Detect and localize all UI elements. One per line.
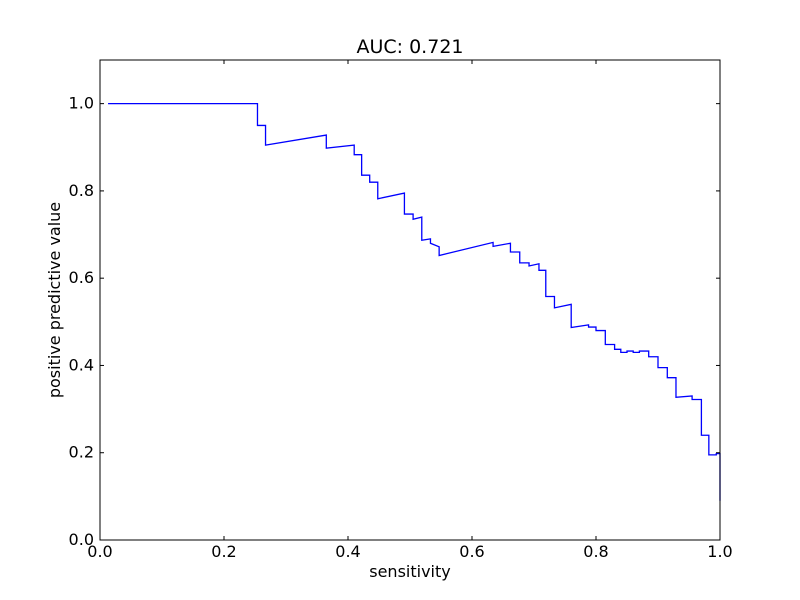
x-axis-label: sensitivity bbox=[369, 562, 450, 581]
x-tick-label: 1.0 bbox=[707, 542, 732, 561]
x-tick-label: 0.0 bbox=[87, 542, 112, 561]
y-tick-label: 1.0 bbox=[69, 94, 94, 113]
x-tick-label: 0.6 bbox=[459, 542, 484, 561]
plot-area bbox=[108, 102, 721, 501]
y-tick-label: 0.0 bbox=[69, 530, 94, 549]
y-tick-label: 0.2 bbox=[69, 443, 94, 462]
chart-title: AUC: 0.721 bbox=[356, 36, 463, 58]
x-tick-label: 0.8 bbox=[583, 542, 608, 561]
y-tick-label: 0.6 bbox=[69, 268, 94, 287]
y-axis-label: positive predictive value bbox=[45, 202, 64, 398]
y-tick-label: 0.4 bbox=[69, 355, 94, 374]
x-tick-label: 0.2 bbox=[211, 542, 236, 561]
y-axis: 0.0 0.2 0.4 0.6 0.8 1.0 bbox=[69, 94, 720, 549]
x-tick-label: 0.4 bbox=[335, 542, 360, 561]
x-axis: 0.0 0.2 0.4 0.6 0.8 1.0 bbox=[87, 60, 733, 561]
y-tick-label: 0.8 bbox=[69, 181, 94, 200]
series-line-0 bbox=[108, 102, 721, 501]
plot-frame bbox=[99, 59, 721, 541]
